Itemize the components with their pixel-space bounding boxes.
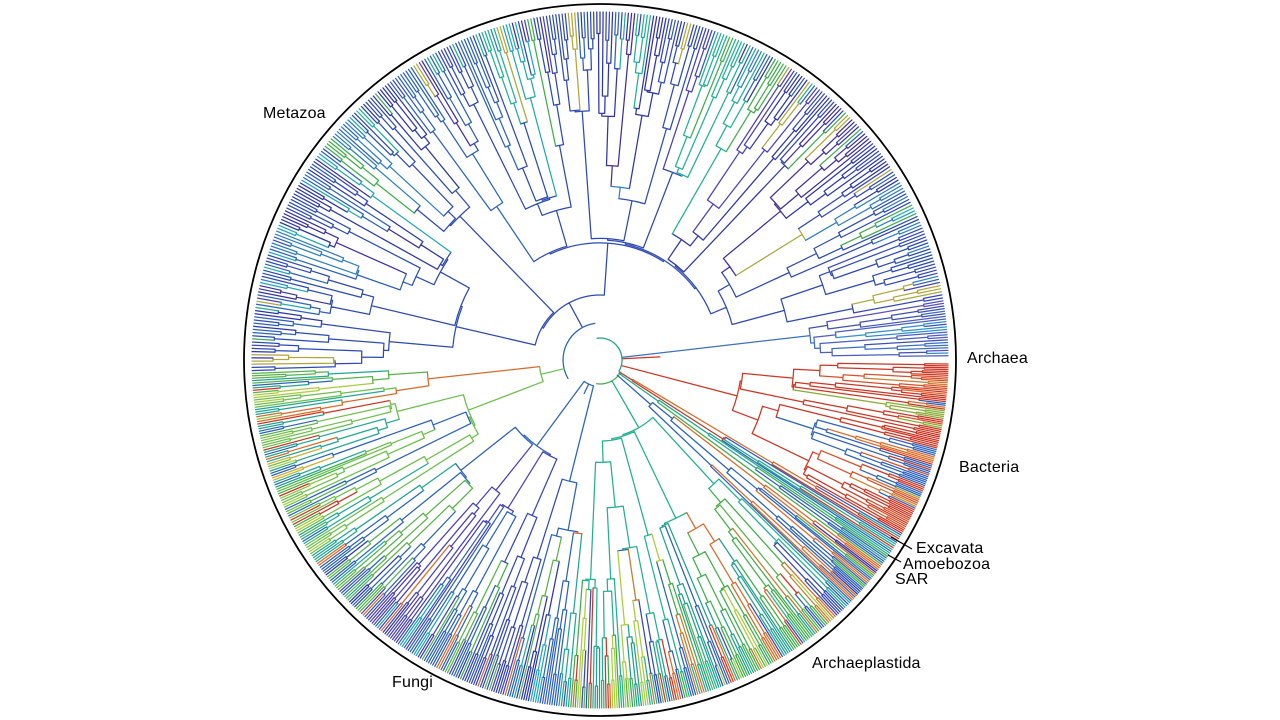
tree-branches <box>252 356 949 709</box>
tree-branches <box>251 12 942 365</box>
tree-branches <box>792 389 945 499</box>
tree-branches <box>622 310 949 358</box>
tree-branches <box>826 300 949 352</box>
tree-branches <box>251 18 917 709</box>
tree-branches <box>812 373 949 529</box>
tree-branches <box>255 12 851 709</box>
tree-branches <box>251 11 935 372</box>
tree-branches <box>877 431 941 534</box>
label-leader-line <box>887 554 902 563</box>
tree-branches <box>253 11 944 709</box>
tree-branches <box>251 370 821 709</box>
clade-label-fungi: Fungi <box>392 674 434 691</box>
tree-branches <box>813 315 949 357</box>
clade-label-excavata: Excavata <box>916 540 984 557</box>
tree-branches <box>251 16 940 704</box>
tree-branches <box>260 21 916 704</box>
tree-branches <box>849 377 948 508</box>
tree-branches <box>808 305 949 355</box>
tree-branches <box>618 371 899 542</box>
tree-branches <box>256 365 881 709</box>
clade-label-bacteria: Bacteria <box>959 459 1020 476</box>
tree-branches <box>267 447 335 481</box>
tree-branches <box>835 320 949 355</box>
outer-ring <box>243 3 957 717</box>
tree-branches <box>251 370 901 708</box>
tree-branches <box>253 365 565 555</box>
tree-branches <box>594 337 848 709</box>
clade-label-archaeplastida: Archaeplastida <box>812 655 921 672</box>
tree-branches <box>252 11 946 706</box>
clade-label-sar: SAR <box>895 571 929 588</box>
tree-branches <box>251 12 872 359</box>
tree-branches <box>826 389 947 501</box>
label-leader-line <box>890 536 913 550</box>
clade-label-archaea: Archaea <box>967 350 1028 367</box>
clade-label-metazoa: Metazoa <box>263 105 326 122</box>
tree-branches <box>260 28 939 287</box>
clade-label-amoebozoa: Amoebozoa <box>903 556 991 573</box>
tree-branches <box>256 414 337 499</box>
tree-branches <box>251 11 899 702</box>
tree-branches <box>253 382 833 709</box>
tree-branches <box>627 527 835 705</box>
